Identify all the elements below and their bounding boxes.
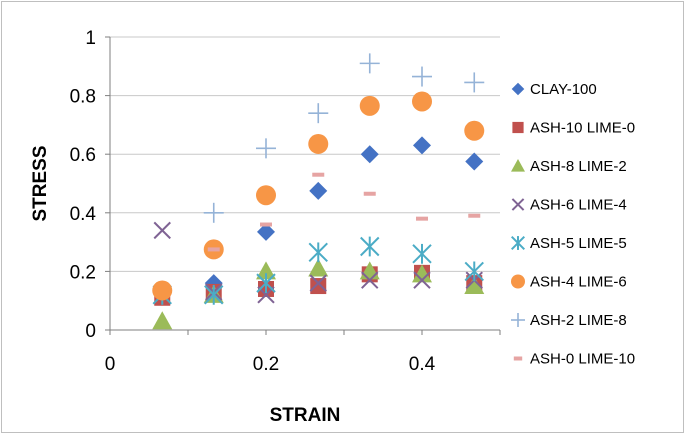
data-point: [412, 91, 432, 112]
data-point: [361, 271, 379, 289]
data-point: [207, 247, 220, 252]
data-point: [308, 258, 329, 277]
legend: CLAY-100 ASH-10 LIME-0 ASH-8 LIME-2 ASH-6 L…: [510, 81, 635, 368]
legend-label: ASH-6 LIME-4: [530, 197, 627, 214]
data-point: [260, 222, 272, 227]
series-ash-0-lime-10: [207, 172, 481, 252]
data-point: [412, 243, 432, 264]
data-point: [512, 121, 524, 134]
data-point: [308, 103, 329, 124]
legend-item: ASH-8 LIME-2: [511, 158, 627, 175]
data-point: [309, 274, 327, 292]
data-point: [308, 242, 328, 263]
y-tick-label: 0.2: [70, 262, 96, 283]
y-tick-label: 0.4: [70, 204, 97, 225]
legend-label: ASH-0 LIME-10: [530, 351, 635, 368]
axes: [105, 36, 501, 335]
data-point: [203, 202, 224, 223]
data-point: [511, 159, 525, 172]
legend-item: ASH-5 LIME-5: [510, 235, 627, 252]
data-point: [152, 311, 173, 330]
data-point: [312, 172, 325, 177]
data-point: [256, 138, 276, 159]
data-point: [464, 261, 484, 282]
x-tick-label: 0.2: [253, 354, 279, 375]
series-ash-4-lime-6: [152, 91, 485, 301]
data-point: [204, 284, 224, 305]
legend-item: ASH-10 LIME-0: [512, 120, 635, 137]
data-point: [256, 185, 276, 206]
x-tick-labels: 0 0.2 0.4: [105, 354, 436, 375]
data-point: [511, 198, 525, 211]
legend-item: ASH-4 LIME-6: [511, 274, 627, 291]
data-point: [468, 213, 481, 218]
data-points: [152, 53, 485, 330]
y-tick-label: 0.6: [70, 145, 96, 166]
legend-label: ASH-2 LIME-8: [530, 312, 627, 329]
y-tick-labels: 0 0.2 0.4 0.6 0.8 1: [70, 28, 97, 342]
data-point: [464, 72, 485, 93]
data-point: [153, 221, 171, 240]
x-tick-label: 0.4: [409, 354, 436, 375]
legend-label: CLAY-100: [530, 81, 597, 98]
data-point: [511, 274, 525, 289]
legend-label: ASH-5 LIME-5: [530, 235, 627, 252]
data-point: [413, 136, 431, 155]
data-point: [416, 216, 428, 221]
gridlines: [110, 36, 500, 272]
data-point: [511, 82, 525, 96]
data-point: [152, 280, 173, 301]
data-point: [513, 356, 523, 361]
data-point: [511, 313, 525, 327]
data-point: [412, 66, 432, 87]
data-point: [359, 53, 380, 74]
y-tick-label: 0: [85, 321, 96, 342]
data-point: [510, 235, 526, 251]
series-clay-100: [204, 136, 484, 293]
data-point: [360, 236, 380, 257]
legend-item: CLAY-100: [511, 81, 597, 98]
legend-label: ASH-10 LIME-0: [530, 120, 635, 137]
x-tick-label: 0: [105, 354, 116, 375]
data-point: [309, 181, 328, 200]
data-point: [257, 222, 275, 241]
data-point: [412, 264, 432, 283]
y-tick-label: 0.8: [70, 87, 96, 108]
y-axis-title: STRESS: [30, 145, 51, 221]
legend-label: ASH-4 LIME-6: [530, 274, 627, 291]
legend-label: ASH-8 LIME-2: [530, 158, 627, 175]
data-point: [464, 120, 485, 141]
data-point: [256, 273, 276, 294]
data-point: [465, 152, 484, 171]
data-point: [359, 95, 380, 116]
legend-item: ASH-0 LIME-10: [513, 351, 635, 368]
x-axis-title: STRAIN: [270, 405, 341, 426]
data-point: [256, 261, 276, 280]
data-point: [310, 278, 327, 295]
data-point: [363, 191, 376, 196]
data-point: [360, 145, 379, 164]
legend-item: ASH-2 LIME-8: [511, 312, 627, 329]
series-ash-2-lime-8: [203, 53, 485, 223]
data-point: [308, 133, 329, 154]
y-tick-label: 1: [85, 28, 96, 49]
data-point: [413, 271, 431, 289]
legend-item: ASH-6 LIME-4: [511, 197, 627, 214]
data-point: [464, 276, 485, 295]
